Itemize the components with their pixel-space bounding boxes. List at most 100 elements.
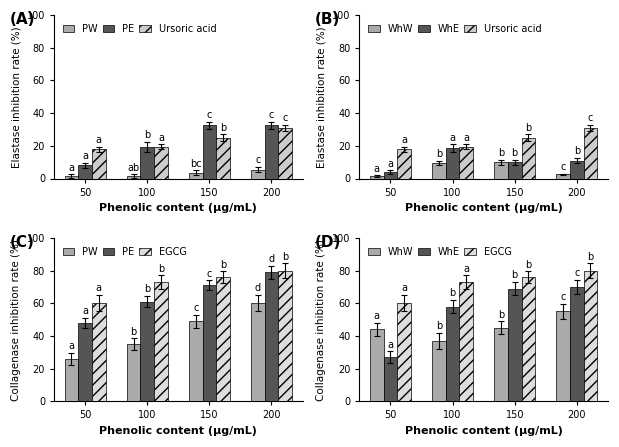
Text: a: a	[96, 283, 102, 294]
Y-axis label: Elastase inhibition rate (%): Elastase inhibition rate (%)	[11, 26, 21, 168]
Text: b: b	[526, 123, 532, 133]
Bar	[584, 128, 597, 178]
Bar	[189, 173, 202, 178]
Bar	[265, 126, 279, 178]
Text: b: b	[282, 252, 288, 261]
Text: a: a	[69, 163, 74, 173]
Bar	[384, 357, 397, 401]
Text: bc: bc	[190, 159, 202, 169]
Text: b: b	[144, 284, 150, 294]
Bar	[397, 303, 411, 401]
Bar	[397, 149, 411, 178]
Text: ab: ab	[128, 163, 140, 173]
Bar	[556, 312, 570, 401]
Bar	[78, 165, 92, 178]
Bar	[202, 285, 216, 401]
Bar	[279, 128, 292, 178]
Bar	[570, 287, 584, 401]
Text: b: b	[144, 130, 150, 140]
X-axis label: Phenolic content (μg/mL): Phenolic content (μg/mL)	[100, 426, 258, 436]
Bar	[154, 282, 168, 401]
Bar	[522, 277, 535, 401]
Text: b: b	[131, 327, 137, 337]
Bar	[446, 148, 459, 178]
Bar	[265, 272, 279, 401]
Bar	[570, 160, 584, 178]
Text: b: b	[511, 270, 518, 280]
Legend: PW, PE, Ursoric acid: PW, PE, Ursoric acid	[59, 20, 220, 38]
Text: c: c	[207, 110, 212, 121]
Text: c: c	[207, 269, 212, 279]
Text: c: c	[560, 292, 566, 303]
Text: (B): (B)	[314, 12, 340, 27]
Text: b: b	[220, 123, 226, 133]
Bar	[494, 162, 508, 178]
Text: a: a	[449, 133, 456, 143]
Y-axis label: Collagenase inhibition rate (%): Collagenase inhibition rate (%)	[316, 239, 326, 401]
Legend: WhW, WhE, Ursoric acid: WhW, WhE, Ursoric acid	[364, 20, 545, 38]
Bar	[202, 126, 216, 178]
Text: c: c	[269, 110, 274, 121]
Text: a: a	[158, 133, 164, 143]
Bar	[127, 176, 141, 178]
Text: c: c	[588, 113, 593, 123]
Text: d: d	[269, 254, 275, 264]
Text: a: a	[96, 135, 102, 145]
Bar	[216, 277, 230, 401]
Bar	[446, 307, 459, 401]
Y-axis label: Collagenase inhibition rate (%): Collagenase inhibition rate (%)	[11, 239, 21, 401]
Bar	[584, 270, 597, 401]
Bar	[522, 138, 535, 178]
Text: c: c	[255, 156, 261, 165]
Bar	[216, 138, 230, 178]
Text: b: b	[436, 149, 442, 159]
Bar	[432, 341, 446, 401]
X-axis label: Phenolic content (μg/mL): Phenolic content (μg/mL)	[405, 426, 563, 436]
Bar	[141, 147, 154, 178]
Bar	[370, 329, 384, 401]
Legend: WhW, WhE, EGCG: WhW, WhE, EGCG	[364, 243, 516, 261]
Text: b: b	[511, 148, 518, 158]
Text: b: b	[449, 288, 456, 298]
Text: (A): (A)	[9, 12, 35, 27]
Text: a: a	[401, 283, 407, 294]
Bar	[251, 303, 265, 401]
Text: b: b	[158, 264, 164, 274]
Text: a: a	[374, 164, 380, 173]
Text: a: a	[374, 311, 380, 321]
Text: a: a	[82, 306, 88, 316]
Bar	[459, 147, 473, 178]
Bar	[92, 303, 106, 401]
Text: a: a	[463, 133, 469, 143]
Bar	[556, 174, 570, 178]
Bar	[508, 162, 522, 178]
Text: c: c	[560, 162, 566, 172]
Text: a: a	[401, 135, 407, 145]
Bar	[64, 176, 78, 178]
Bar	[78, 323, 92, 401]
Text: a: a	[69, 342, 74, 351]
X-axis label: Phenolic content (μg/mL): Phenolic content (μg/mL)	[405, 203, 563, 213]
Text: b: b	[436, 321, 442, 331]
Bar	[432, 163, 446, 178]
Bar	[279, 270, 292, 401]
Bar	[251, 169, 265, 178]
Text: a: a	[387, 340, 394, 350]
Text: a: a	[82, 152, 88, 161]
Bar	[370, 176, 384, 178]
Text: b: b	[498, 310, 504, 320]
Bar	[64, 359, 78, 401]
Legend: PW, PE, EGCG: PW, PE, EGCG	[59, 243, 191, 261]
Bar	[154, 147, 168, 178]
Text: b: b	[526, 260, 532, 270]
Text: c: c	[193, 303, 199, 313]
Bar	[127, 344, 141, 401]
Text: (C): (C)	[9, 235, 34, 249]
Text: a: a	[387, 159, 394, 169]
Bar	[494, 328, 508, 401]
Text: b: b	[574, 147, 580, 156]
Bar	[459, 282, 473, 401]
Text: c: c	[282, 113, 288, 123]
Bar	[508, 289, 522, 401]
Bar	[384, 172, 397, 178]
